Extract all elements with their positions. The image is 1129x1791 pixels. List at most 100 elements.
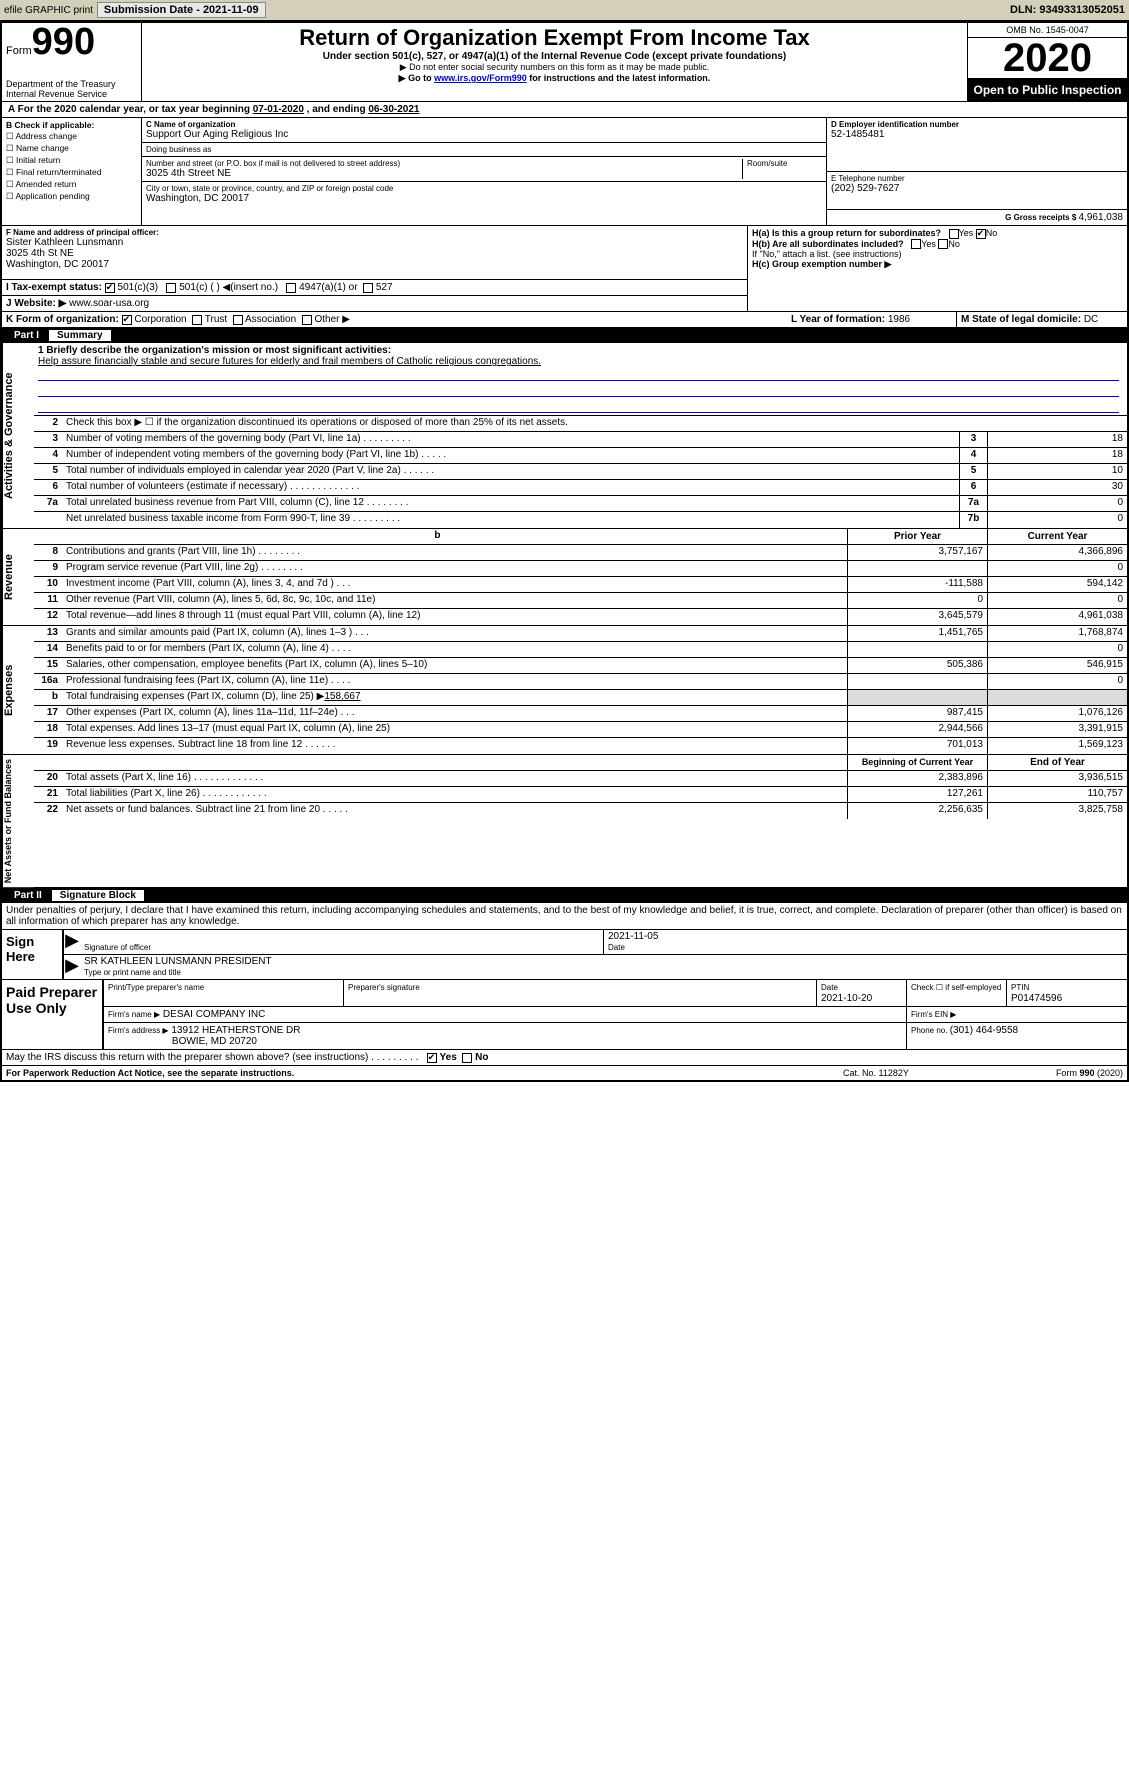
- cb-address-change[interactable]: ☐ Address change: [6, 131, 137, 142]
- goto-note: ▶ Go to www.irs.gov/Form990 for instruct…: [146, 73, 963, 84]
- vtab-expenses: Expenses: [2, 626, 34, 754]
- ha-no[interactable]: [976, 229, 986, 239]
- ha-row: H(a) Is this a group return for subordin…: [752, 228, 1123, 239]
- k-l-m-row: K Form of organization: Corporation Trus…: [2, 312, 1127, 328]
- sign-arrow-icon-2: ▶: [64, 955, 80, 979]
- cb-final-return[interactable]: ☐ Final return/terminated: [6, 167, 137, 178]
- l5-value: 10: [987, 464, 1127, 479]
- part-1-header: Part I Summary: [2, 328, 1127, 343]
- city-state-zip: Washington, DC 20017: [146, 193, 822, 204]
- tax-year-begin: 07-01-2020: [253, 104, 304, 115]
- form-version: Form 990 (2020): [993, 1068, 1123, 1078]
- k-form-org: K Form of organization: Corporation Trus…: [2, 312, 787, 327]
- officer-signature-field[interactable]: Signature of officer: [80, 930, 604, 954]
- h-section: H(a) Is this a group return for subordin…: [747, 226, 1127, 311]
- activities-governance: Activities & Governance 1 Briefly descri…: [2, 343, 1127, 529]
- section-b-c-d: B Check if applicable: ☐ Address change …: [2, 118, 1127, 226]
- sign-arrow-icon: ▶: [64, 930, 80, 954]
- sign-date: 2021-11-05Date: [604, 930, 1127, 954]
- tax-exempt-status: I Tax-exempt status: 501(c)(3) 501(c) ( …: [2, 280, 747, 296]
- header-middle: Return of Organization Exempt From Incom…: [142, 23, 967, 101]
- officer-name-field: SR KATHLEEN LUNSMANN PRESIDENTType or pr…: [80, 955, 1127, 979]
- form-word: Form: [6, 45, 32, 57]
- section-f-h: F Name and address of principal officer:…: [2, 226, 1127, 312]
- vtab-governance: Activities & Governance: [2, 343, 34, 528]
- col-b: B Check if applicable: ☐ Address change …: [2, 118, 142, 225]
- org-name: Support Our Aging Religious Inc: [146, 129, 822, 140]
- cb-other[interactable]: [302, 315, 312, 325]
- website-value: www.soar-usa.org: [69, 298, 149, 309]
- cb-name-change[interactable]: ☐ Name change: [6, 143, 137, 154]
- tel-cell: E Telephone number (202) 529-7627: [827, 172, 1127, 210]
- cb-527[interactable]: [363, 283, 373, 293]
- cb-4947[interactable]: [286, 283, 296, 293]
- header-left: Form990 Department of the Treasury Inter…: [2, 23, 142, 101]
- form-number: 990: [32, 21, 95, 63]
- irs-link[interactable]: www.irs.gov/Form990: [434, 73, 527, 83]
- sign-here: Sign Here ▶ Signature of officer 2021-11…: [2, 930, 1127, 980]
- ssn-note: ▶ Do not enter social security numbers o…: [146, 62, 963, 73]
- cb-corp[interactable]: [122, 315, 132, 325]
- mission-block: 1 Briefly describe the organization's mi…: [34, 343, 1127, 416]
- discuss-row: May the IRS discuss this return with the…: [2, 1050, 1127, 1066]
- line-a: A For the 2020 calendar year, or tax yea…: [2, 102, 1127, 118]
- paid-preparer: Paid Preparer Use Only Print/Type prepar…: [2, 980, 1127, 1050]
- hb-yes[interactable]: [911, 239, 921, 249]
- form-990: Form990 Department of the Treasury Inter…: [0, 21, 1129, 1082]
- l-year-formation: L Year of formation: 1986: [787, 312, 957, 327]
- form-header: Form990 Department of the Treasury Inter…: [2, 23, 1127, 102]
- dept-label: Department of the Treasury Internal Reve…: [6, 79, 137, 99]
- l6-value: 30: [987, 480, 1127, 495]
- efile-toolbar: efile GRAPHIC print Submission Date - 20…: [0, 0, 1129, 21]
- form-footer: For Paperwork Reduction Act Notice, see …: [2, 1066, 1127, 1080]
- tax-year: 2020: [968, 38, 1127, 79]
- perjury-statement: Under penalties of perjury, I declare th…: [2, 903, 1127, 930]
- l4-value: 18: [987, 448, 1127, 463]
- form-title: Return of Organization Exempt From Incom…: [146, 25, 963, 51]
- telephone: (202) 529-7627: [831, 183, 1123, 194]
- hc-row: H(c) Group exemption number ▶: [752, 259, 1123, 270]
- hb-no[interactable]: [938, 239, 948, 249]
- ein-cell: D Employer identification number 52-1485…: [827, 118, 1127, 172]
- hb-note: If "No," attach a list. (see instruction…: [752, 249, 1123, 259]
- address-cell: Number and street (or P.O. box if mail i…: [142, 157, 826, 182]
- l7a-value: 0: [987, 496, 1127, 511]
- mission-text: Help assure financially stable and secur…: [38, 356, 1123, 367]
- cb-assoc[interactable]: [233, 315, 243, 325]
- m-state-domicile: M State of legal domicile: DC: [957, 312, 1127, 327]
- website-row: J Website: ▶ www.soar-usa.org: [2, 296, 747, 311]
- dba-cell: Doing business as: [142, 143, 826, 157]
- dln-label: DLN: 93493313052051: [1010, 4, 1125, 16]
- cb-trust[interactable]: [192, 315, 202, 325]
- ein-value: 52-1485481: [831, 129, 1123, 140]
- form-subtitle: Under section 501(c), 527, or 4947(a)(1)…: [146, 51, 963, 62]
- header-right: OMB No. 1545-0047 2020 Open to Public In…: [967, 23, 1127, 101]
- l3-value: 18: [987, 432, 1127, 447]
- cb-initial-return[interactable]: ☐ Initial return: [6, 155, 137, 166]
- street-address: 3025 4th Street NE: [146, 168, 742, 179]
- f-i-j-left: F Name and address of principal officer:…: [2, 226, 747, 311]
- city-cell: City or town, state or province, country…: [142, 182, 826, 206]
- org-name-cell: C Name of organization Support Our Aging…: [142, 118, 826, 143]
- efile-label: efile GRAPHIC print: [4, 5, 93, 16]
- cb-amended-return[interactable]: ☐ Amended return: [6, 179, 137, 190]
- col-c: C Name of organization Support Our Aging…: [142, 118, 827, 225]
- col-d: D Employer identification number 52-1485…: [827, 118, 1127, 225]
- tax-year-end: 06-30-2021: [368, 104, 419, 115]
- net-assets-section: Net Assets or Fund Balances Beginning of…: [2, 755, 1127, 888]
- cb-application-pending[interactable]: ☐ Application pending: [6, 191, 137, 202]
- vtab-revenue: Revenue: [2, 529, 34, 625]
- principal-officer: F Name and address of principal officer:…: [2, 226, 747, 280]
- expenses-section: Expenses 13Grants and similar amounts pa…: [2, 626, 1127, 755]
- b-label: B Check if applicable:: [6, 120, 137, 130]
- gross-receipts-cell: G Gross receipts $ 4,961,038: [827, 210, 1127, 225]
- revenue-section: Revenue bPrior YearCurrent Year 8Contrib…: [2, 529, 1127, 626]
- submission-date-button[interactable]: Submission Date - 2021-11-09: [97, 2, 266, 18]
- cb-501c3[interactable]: [105, 283, 115, 293]
- cb-501c[interactable]: [166, 283, 176, 293]
- hb-row: H(b) Are all subordinates included? Yes …: [752, 239, 1123, 250]
- l7b-value: 0: [987, 512, 1127, 528]
- discuss-yes[interactable]: [427, 1053, 437, 1063]
- discuss-no[interactable]: [462, 1053, 472, 1063]
- ha-yes[interactable]: [949, 229, 959, 239]
